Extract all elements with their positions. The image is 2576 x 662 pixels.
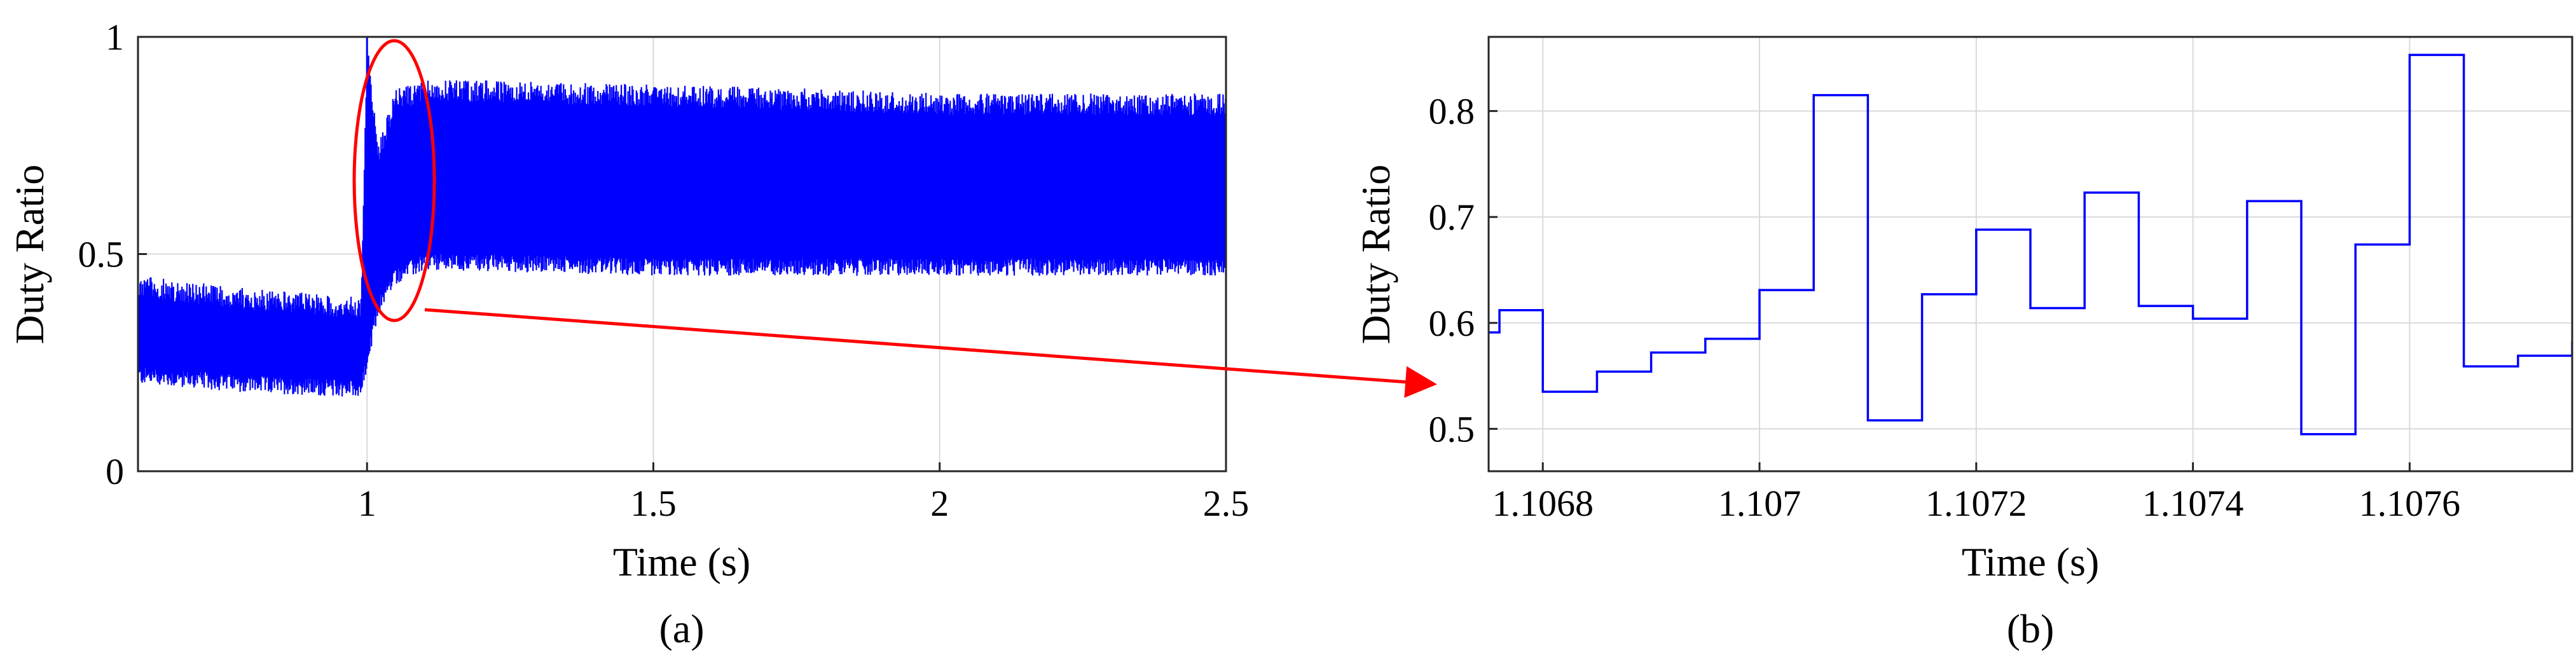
panel-b-ylabel: Duty Ratio <box>1353 165 1398 345</box>
panel-a-xlabel: Time (s) <box>613 539 750 584</box>
panel-a-yticks: 00.51 <box>78 17 147 492</box>
panel-a-xtick-label: 2 <box>930 483 949 524</box>
panel-b-step-line <box>1489 53 2572 436</box>
panel-b-xtick-label: 1.1068 <box>1492 483 1594 524</box>
panel-b-xtick-label: 1.1074 <box>2142 483 2244 524</box>
panel-a-caption: (a) <box>659 606 704 651</box>
zoom-ellipse <box>352 39 436 322</box>
panel-a-series-line <box>138 45 1226 397</box>
panel-a-series <box>138 37 1226 397</box>
panel-b-ytick-label: 0.5 <box>1429 408 1475 450</box>
zoom-arrow <box>424 308 1437 398</box>
panel-b-caption: (b) <box>2007 606 2055 651</box>
panel-a-ytick-label: 0 <box>106 451 124 492</box>
panel-b-series <box>1489 53 2572 436</box>
panel-b-ytick-label: 0.7 <box>1429 197 1475 238</box>
panel-a-xtick-label: 2.5 <box>1203 483 1250 524</box>
panel-b: 1.1068 1.107 1.1072 1.1074 1.1076 0.50.60.70… <box>1353 36 2573 651</box>
panel-b-xtick-label: 1.107 <box>1718 483 1801 524</box>
panel-b-frame <box>1487 36 2573 472</box>
panel-a-xtick-label: 1.5 <box>630 483 677 524</box>
panel-b-ytick-label: 0.6 <box>1429 303 1475 344</box>
panel-b-xlabel: Time (s) <box>1962 539 2099 584</box>
panel-b-ytick-label: 0.8 <box>1429 91 1475 132</box>
panel-b-yticks: 0.5 0.6 0.7 0.8 <box>1429 91 1498 450</box>
panel-a-xticks: 1 1.5 2 2.5 <box>358 462 1250 524</box>
panel-a-ylabel: Duty Ratio <box>7 165 52 345</box>
panel-b-xtick-label: 1.1076 <box>2359 483 2461 524</box>
panel-b-grid <box>1489 37 2572 471</box>
panel-a-xtick-label: 1 <box>358 483 376 524</box>
panel-b-xticks: 1.1068 1.107 1.1072 1.1074 1.1076 <box>1492 462 2460 524</box>
panel-a-ytick-label: 1 <box>106 17 124 58</box>
panel-a: 1 1.5 2 2.5 00.51 Time (s) Duty Ratio (a) <box>7 17 1249 651</box>
panel-a-ytick-label: 0.5 <box>78 234 125 275</box>
panel-b-xtick-label: 1.1072 <box>1925 483 2027 524</box>
